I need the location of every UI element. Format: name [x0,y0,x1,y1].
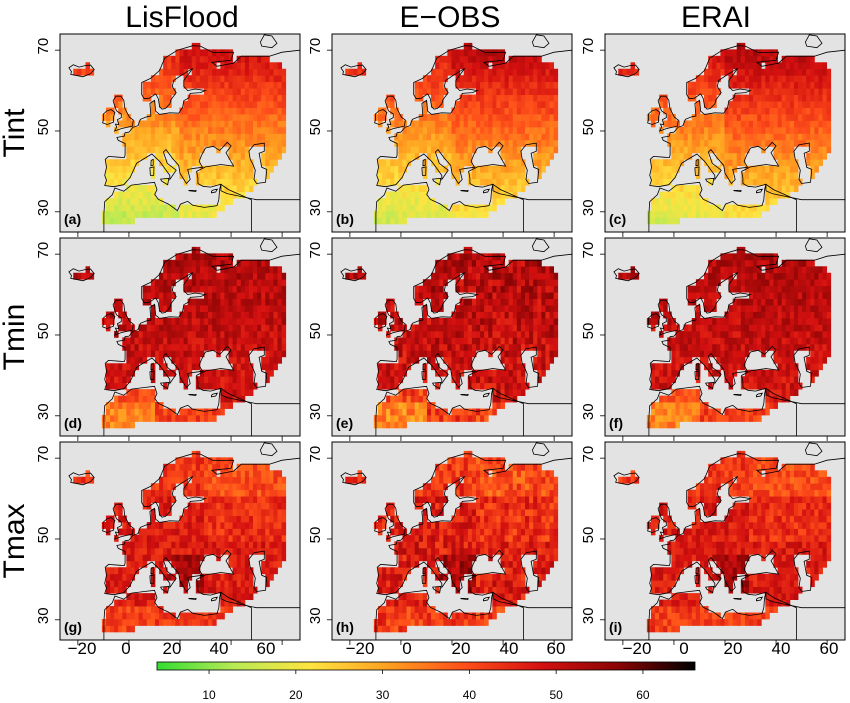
x-tick-label: 60 [820,639,839,658]
y-tick-label: 30 [35,403,52,420]
coastlines [68,442,300,640]
row-title-tmax: Tmax [0,504,31,579]
data-grid [618,450,832,633]
map-panel-f: 30 50 70 (f) [580,237,846,441]
x-tick-label: −20 [68,639,97,658]
y-tick-label: 70 [307,446,324,463]
x-tick-label: 0 [402,639,411,658]
coastlines [613,442,845,640]
panel-label: (h) [336,619,354,635]
panel-label: (c) [609,211,626,227]
y-tick-label: 30 [580,403,597,420]
column-title-erai: ERAI [681,1,751,34]
map-panel-a: 30 50 70 (a) [35,33,301,237]
map-panel-h: 30 50 70 (h) [307,441,573,645]
coastlines [340,442,572,640]
y-tick-label: 70 [35,242,52,259]
x-tick-label: 20 [452,639,471,658]
data-grid [73,42,287,225]
y-tick-label: 70 [307,242,324,259]
y-tick-label: 70 [580,446,597,463]
colorbar-tick-label: 10 [202,688,216,702]
x-tick-label: 20 [724,639,743,658]
coastlines [68,238,300,436]
x-tick-label: 0 [679,639,688,658]
panel-label: (f) [609,415,623,431]
y-tick-label: 30 [35,607,52,624]
row-title-tint: Tint [0,108,31,158]
y-tick-label: 30 [580,199,597,216]
y-tick-label: 50 [35,527,52,544]
colorbar-tick-label: 20 [289,688,303,702]
x-tick-label: 40 [500,639,519,658]
y-tick-label: 50 [307,527,324,544]
colorbar-ticks: 10 20 30 40 50 60 [202,670,650,702]
row-title-tmin: Tmin [0,304,31,371]
colorbar-tick-label: 30 [376,688,390,702]
panel-label: (d) [64,415,82,431]
coastlines [613,34,845,232]
y-tick-label: 50 [580,323,597,340]
coastlines [613,238,845,436]
y-tick-label: 70 [307,38,324,55]
y-tick-label: 50 [307,323,324,340]
map-panel-c: 30 50 70 (c) [580,33,846,237]
x-tick-label: 40 [210,639,229,658]
y-tick-label: 50 [307,119,324,136]
panel-label: (i) [609,619,622,635]
y-tick-label: 30 [307,607,324,624]
colorbar [156,661,696,671]
y-tick-label: 30 [307,403,324,420]
data-grid [345,42,559,225]
panel-label: (b) [336,211,354,227]
map-panel-e: 30 50 70 (e) [307,237,573,441]
coastlines [68,34,300,232]
panel-label: (e) [336,415,353,431]
data-grid [73,246,287,429]
y-tick-label: 50 [580,119,597,136]
x-tick-label: −20 [623,639,652,658]
y-tick-label: 70 [35,446,52,463]
x-tick-label: 20 [163,639,182,658]
map-panel-b: 30 50 70 (b) [307,33,573,237]
x-tick-label: 60 [547,639,566,658]
x-tick-label: 40 [772,639,791,658]
y-tick-label: 70 [580,242,597,259]
y-tick-label: 50 [35,119,52,136]
panel-label: (g) [64,619,82,635]
colorbar-tick-label: 60 [636,688,650,702]
x-tick-label: 0 [121,639,130,658]
colorbar-tick-label: 40 [463,688,477,702]
y-tick-label: 30 [35,199,52,216]
coastlines [340,238,572,436]
data-grid [618,246,832,429]
data-grid [73,450,287,633]
x-tick-label: −20 [346,639,375,658]
map-panel-g: 30 50 70 (g) [35,441,301,645]
y-tick-label: 70 [580,38,597,55]
y-tick-label: 30 [580,607,597,624]
colorbar-tick-label: 50 [549,688,563,702]
data-grid [345,246,559,429]
column-title-eobs: E−OBS [400,1,501,34]
y-tick-label: 30 [307,199,324,216]
map-panel-d: 30 50 70 (d) [35,237,301,441]
column-title-lisflood: LisFlood [125,1,238,34]
x-tick-label: 60 [257,639,276,658]
map-panel-i: 30 50 70 (i) [580,441,846,645]
y-tick-label: 70 [35,38,52,55]
coastlines [340,34,572,232]
y-tick-label: 50 [35,323,52,340]
y-tick-label: 50 [580,527,597,544]
panel-label: (a) [64,211,81,227]
